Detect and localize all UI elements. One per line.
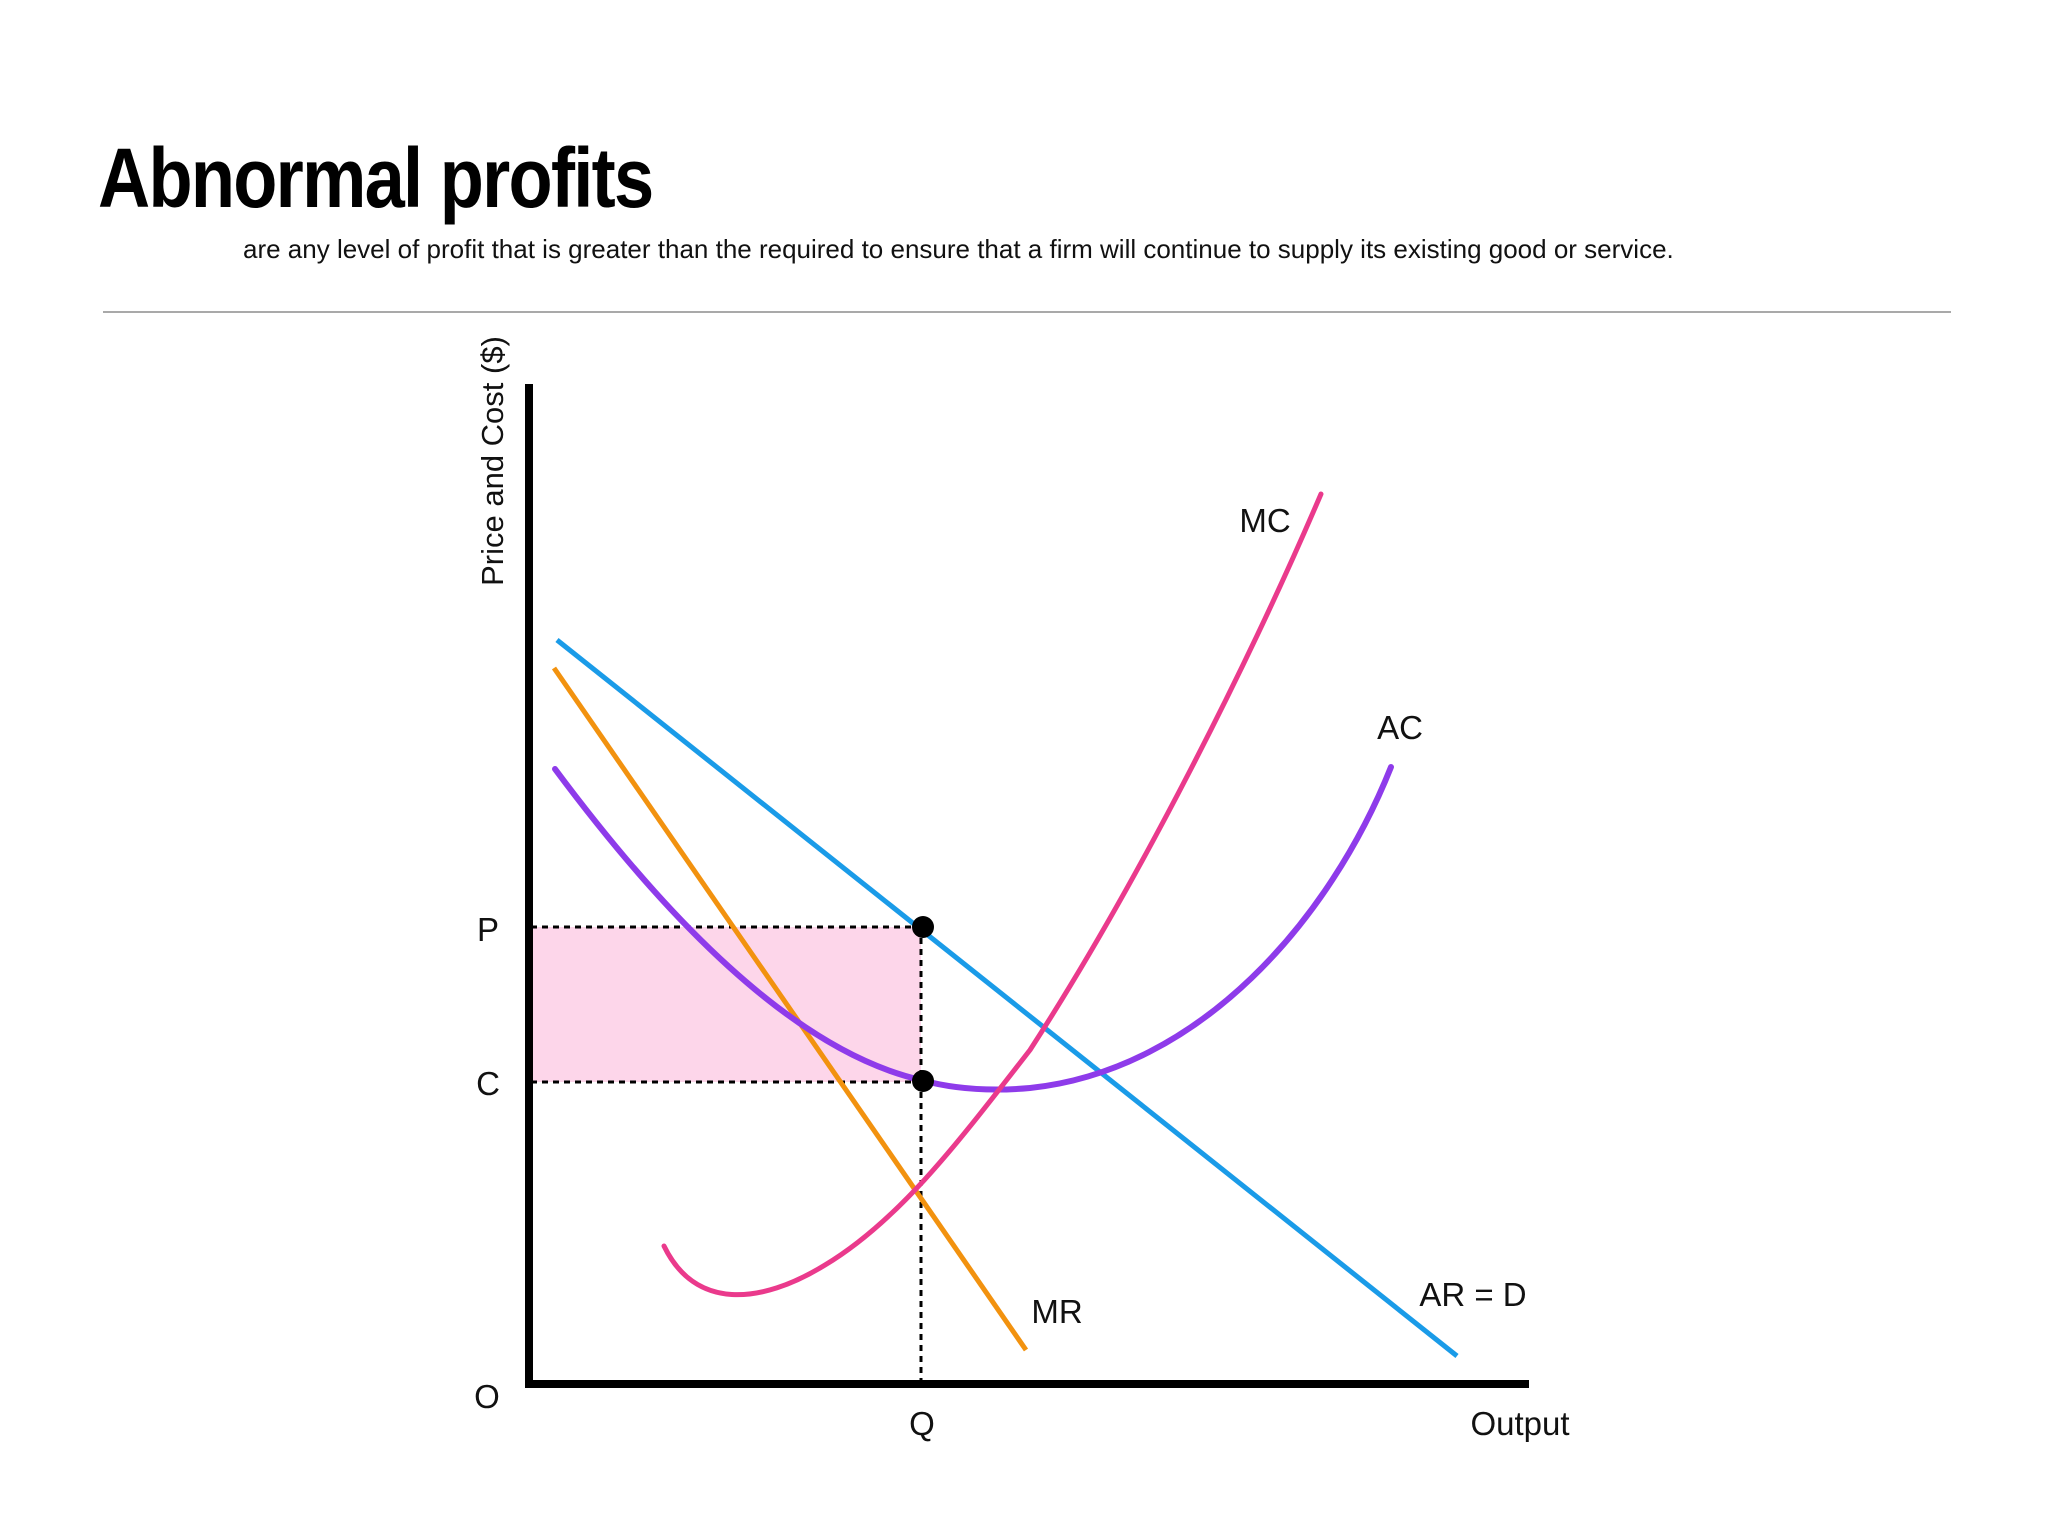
header-divider xyxy=(103,311,1951,313)
x-axis-label: Output xyxy=(1470,1405,1569,1442)
mr-label: MR xyxy=(1031,1293,1082,1330)
cost-point xyxy=(912,1070,934,1092)
guide-lines xyxy=(531,925,923,1384)
origin-label: O xyxy=(474,1378,500,1415)
mc-label: MC xyxy=(1239,502,1290,539)
ac-label: AC xyxy=(1377,709,1423,746)
ac-curve xyxy=(552,764,1394,1093)
mr-curve xyxy=(551,666,1029,1352)
y-axis-label: Price and Cost ($) xyxy=(475,336,510,586)
page-title: Abnormal profits xyxy=(98,131,654,225)
price-point xyxy=(912,916,934,938)
cost-label: C xyxy=(476,1065,500,1102)
ar-demand-label: AR = D xyxy=(1419,1276,1526,1313)
definition-text: are any level of profit that is greater … xyxy=(243,234,1674,264)
ar-demand-curve xyxy=(555,638,1459,1358)
quantity-label: Q xyxy=(909,1405,935,1442)
mc-curve xyxy=(661,491,1324,1298)
price-label: P xyxy=(477,911,499,948)
axes xyxy=(525,384,1529,1388)
